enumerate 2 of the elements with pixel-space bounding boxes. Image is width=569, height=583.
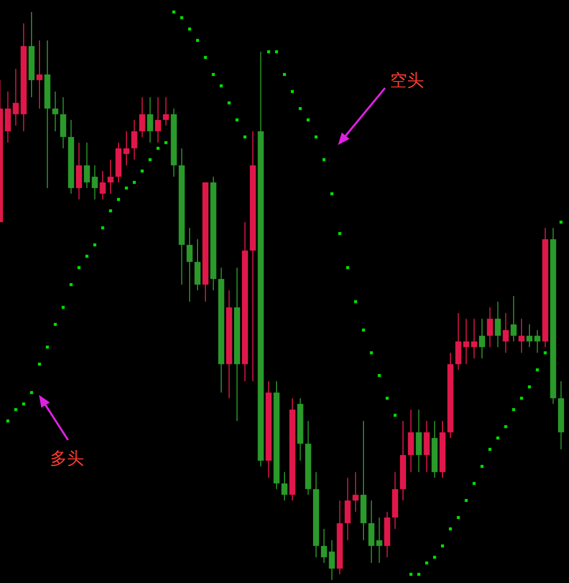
annotation: 多头 (50, 449, 84, 469)
annotation: 空头 (390, 71, 424, 91)
